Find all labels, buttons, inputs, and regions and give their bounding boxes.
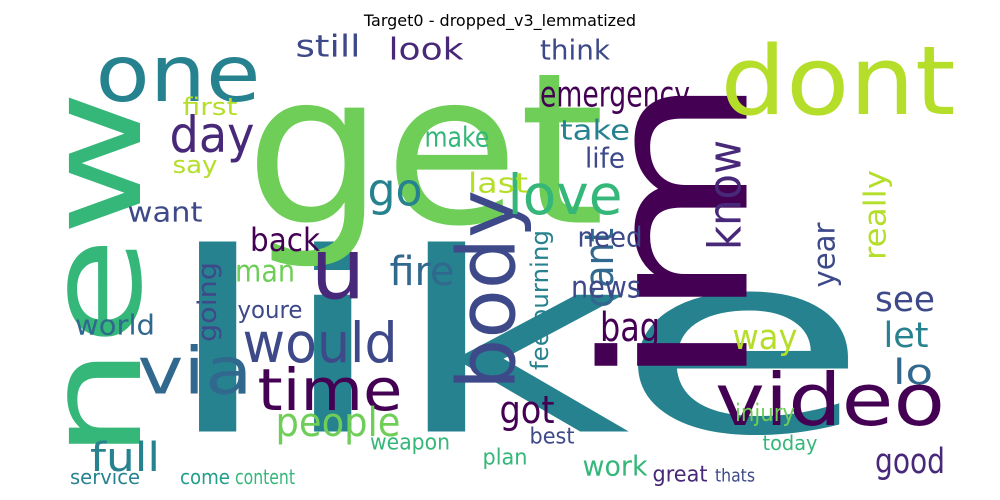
word: body: [441, 190, 534, 390]
word: today: [763, 431, 818, 455]
word: take: [560, 114, 630, 147]
word: go: [368, 164, 423, 217]
word: injury: [735, 399, 795, 427]
word: service: [70, 465, 140, 489]
word: really: [859, 170, 894, 260]
word: one: [96, 30, 261, 120]
title: Target0 - dropped_v3_lemmatized: [363, 11, 636, 31]
word: news: [571, 271, 641, 306]
word: people: [276, 400, 401, 446]
word: get: [245, 28, 605, 273]
word: want: [128, 196, 203, 229]
word: weapon: [370, 431, 450, 456]
word: youre: [238, 296, 303, 324]
word: look: [389, 33, 465, 68]
word: think: [540, 34, 611, 67]
word: plan: [483, 446, 528, 471]
word: year: [808, 222, 843, 288]
word: new: [19, 90, 171, 460]
word: via: [138, 335, 253, 410]
word: emergency: [540, 75, 690, 116]
word: work: [583, 450, 649, 483]
word: back: [250, 221, 320, 259]
word: thats: [715, 466, 755, 487]
word: love: [508, 163, 623, 227]
word: im: [562, 75, 795, 390]
word: u: [311, 221, 366, 320]
word: fire: [390, 249, 455, 295]
word: make: [425, 121, 490, 154]
word: last: [468, 167, 528, 200]
word: best: [530, 425, 575, 450]
word: cant: [577, 228, 623, 308]
word: video: [715, 358, 945, 442]
word: come: [180, 465, 230, 489]
word: lo: [893, 353, 933, 393]
word: content: [235, 465, 295, 489]
word: man: [235, 255, 295, 290]
word: know: [699, 140, 752, 250]
word: dont: [721, 27, 956, 137]
word: full: [90, 435, 160, 481]
word: still: [296, 30, 361, 65]
word: would: [243, 311, 398, 375]
word: say: [173, 151, 218, 179]
word: feelburning: [526, 230, 554, 370]
word: time: [258, 356, 403, 424]
word: let: [884, 316, 929, 356]
word: bag: [600, 305, 660, 351]
word: world: [75, 309, 155, 342]
word: day: [170, 106, 255, 164]
word: first: [183, 93, 238, 121]
word: need: [578, 221, 643, 254]
word: life: [585, 142, 625, 175]
word: good: [875, 442, 945, 482]
cloud-area: [35, 35, 965, 470]
word: like: [160, 200, 870, 491]
word: see: [875, 280, 935, 320]
word: got: [500, 388, 555, 432]
word: way: [733, 318, 798, 358]
word: great: [653, 463, 708, 488]
word: going: [193, 262, 223, 342]
